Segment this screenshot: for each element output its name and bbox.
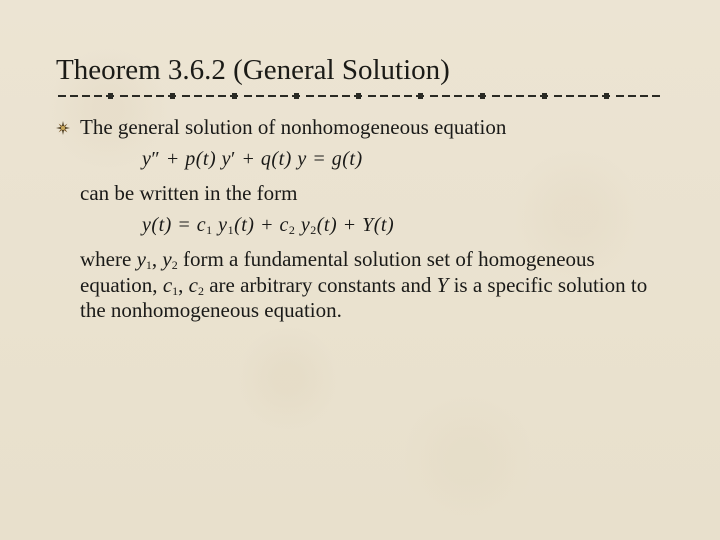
mid-text: can be written in the form [80,181,664,207]
slide: Theorem 3.6.2 (General Solution) The gen… [0,0,720,540]
sep-2: , [178,273,189,297]
intro-text: The general solution of nonhomogeneous e… [80,115,664,141]
tail-prefix: where [80,247,137,271]
divider-rule [56,93,664,99]
bullet-item: The general solution of nonhomogeneous e… [56,115,664,330]
equation-ode: y″ + p(t) y′ + q(t) y = g(t) [142,147,664,171]
slide-body: The general solution of nonhomogeneous e… [56,115,664,330]
var-c2: c [189,273,198,297]
equation-general-solution: y(t) = c1 y1(t) + c2 y2(t) + Y(t) [142,213,664,238]
tail-mid2: are arbitrary constants and [204,273,437,297]
var-y1: y [137,247,146,271]
var-y2: y [162,247,171,271]
slide-title: Theorem 3.6.2 (General Solution) [56,54,664,87]
var-Y: Y [437,273,449,297]
sep-1: , [152,247,163,271]
tail-text: where y1, y2 form a fundamental solution… [80,247,664,324]
bullet-content: The general solution of nonhomogeneous e… [80,115,664,330]
starburst-bullet-icon [56,121,70,135]
var-c1: c [163,273,172,297]
